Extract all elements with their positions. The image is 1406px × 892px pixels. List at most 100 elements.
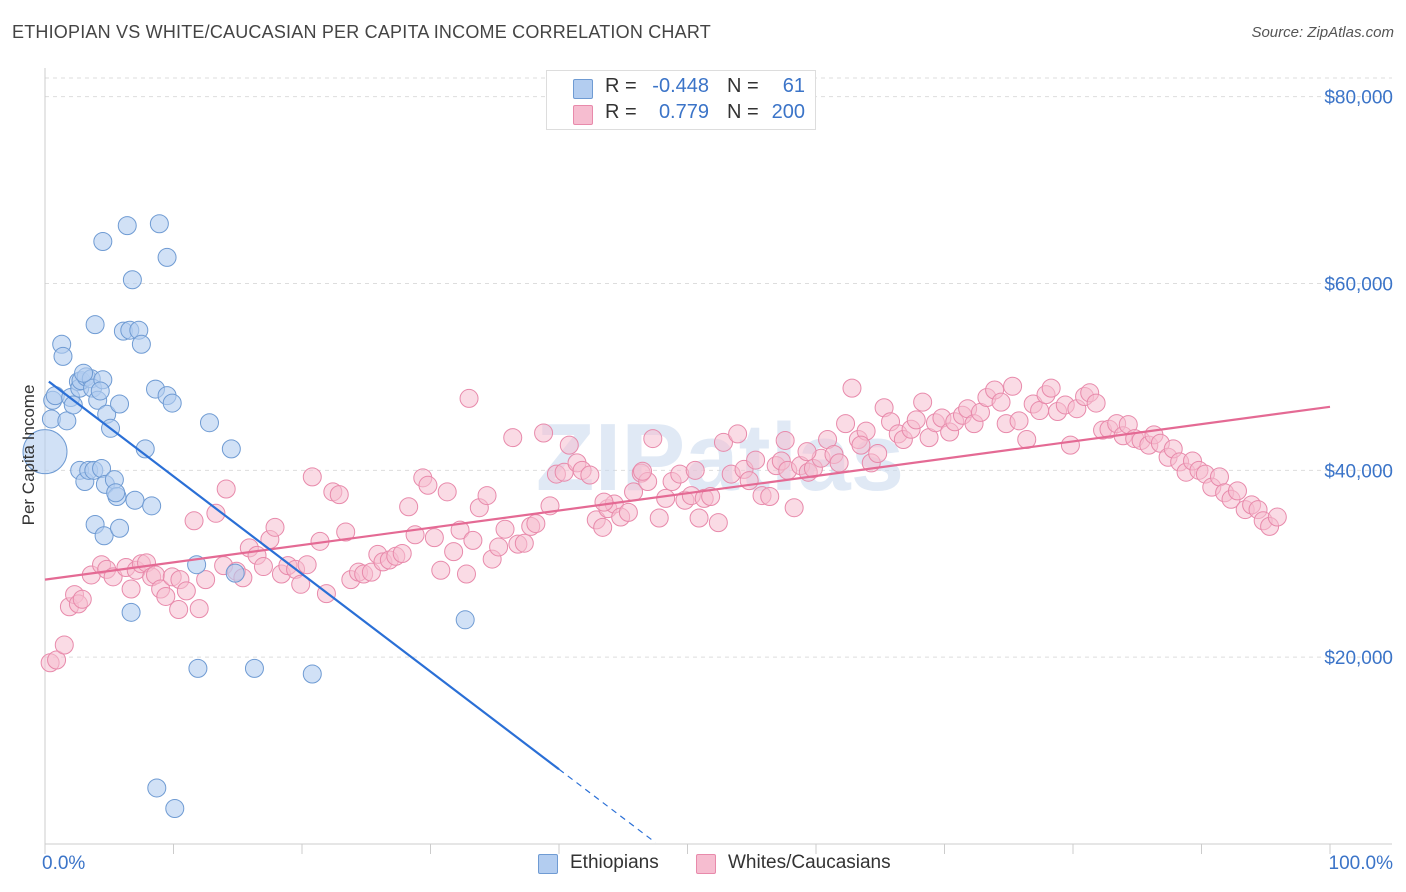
y-tick-label: $60,000 (1324, 275, 1393, 296)
whites-point (760, 486, 780, 506)
ethiopians-point (121, 602, 141, 622)
ethiopians-point (455, 610, 475, 630)
whites-point (437, 482, 457, 502)
whites-point (253, 557, 273, 577)
x-tick-label-min: 0.0% (42, 853, 85, 874)
ethiopians-point (221, 439, 241, 459)
whites-point (580, 465, 600, 485)
ethiopians-point (131, 334, 151, 354)
whites-point (784, 498, 804, 518)
whites-point (775, 430, 795, 450)
whites-points (40, 376, 1287, 673)
whites-point (495, 519, 515, 539)
whites-point (746, 450, 766, 470)
whites-point (1086, 393, 1106, 413)
whites-point (643, 429, 663, 449)
ethiopians-point (93, 231, 113, 251)
whites-point (991, 392, 1011, 412)
r-value: 0.779 (658, 101, 709, 123)
whites-point (708, 513, 728, 533)
ethiopians-point (199, 413, 219, 433)
legend-label: Ethiopians (570, 852, 659, 873)
whites-point (842, 378, 862, 398)
whites-point (297, 555, 317, 575)
ethiopians-point (244, 658, 264, 678)
y-tick-label: $20,000 (1324, 648, 1393, 669)
y-axis-label: Per Capita Income (19, 385, 38, 526)
whites-point (302, 467, 322, 487)
legend-item-ethiopians[interactable]: Ethiopians (538, 852, 688, 876)
ethiopians-point (157, 247, 177, 267)
ethiopians-point (90, 381, 110, 401)
whites-point (72, 589, 92, 609)
whites-point (431, 560, 451, 580)
ethiopians-point (122, 270, 142, 290)
ethiopians-swatch (573, 79, 593, 99)
whites-point (1041, 378, 1061, 398)
whites-point (851, 435, 871, 455)
n-label: N = (727, 101, 759, 123)
ethiopians-point (110, 518, 130, 538)
ethiopians-point (22, 429, 68, 475)
whites-point (713, 432, 733, 452)
whites-point (503, 428, 523, 448)
whites-regression-line (44, 405, 1331, 581)
whites-point (456, 564, 476, 584)
whites-point (829, 453, 849, 473)
ethiopians-point (162, 393, 182, 413)
ethiopians-point (225, 563, 245, 583)
source-label: Source: ZipAtlas.com (1251, 24, 1394, 41)
whites-point (336, 522, 356, 542)
whites-point (906, 410, 926, 430)
whites-point (121, 579, 141, 599)
whites-point (450, 520, 470, 540)
legend-item-whites[interactable]: Whites/Caucasians (696, 852, 916, 876)
whites-point (1267, 507, 1287, 527)
whites-legend-swatch (696, 854, 716, 874)
ethiopians-legend-swatch (538, 854, 558, 874)
whites-point (169, 600, 189, 620)
whites-point (392, 543, 412, 563)
whites-point (701, 486, 721, 506)
whites-point (156, 586, 176, 606)
n-value: 61 (782, 75, 805, 97)
ethiopians-point (63, 395, 83, 415)
whites-point (216, 479, 236, 499)
ethiopians-point (188, 658, 208, 678)
y-tick-label: $80,000 (1324, 88, 1393, 109)
whites-point (184, 511, 204, 531)
whites-point (797, 442, 817, 462)
whites-point (329, 485, 349, 505)
whites-point (1009, 411, 1029, 431)
whites-point (399, 497, 419, 517)
ethiopians-point (94, 526, 114, 546)
whites-point (103, 567, 123, 587)
whites-point (836, 414, 856, 434)
whites-point (189, 599, 209, 619)
whites-point (526, 514, 546, 534)
whites-point (633, 461, 653, 481)
chart-title: ETHIOPIAN VS WHITE/CAUCASIAN PER CAPITA … (12, 22, 711, 42)
whites-point (424, 528, 444, 548)
whites-point (656, 488, 676, 508)
ethiopians-point (165, 799, 185, 819)
whites-point (1060, 435, 1080, 455)
whites-point (265, 517, 285, 537)
whites-point (418, 475, 438, 495)
whites-point (728, 424, 748, 444)
ethiopians-point (147, 778, 167, 798)
whites-point (739, 471, 759, 491)
whites-point (618, 502, 638, 522)
ethiopians-point (106, 483, 126, 503)
n-value: 200 (771, 101, 805, 123)
ethiopians-point (53, 346, 73, 366)
whites-point (1227, 481, 1247, 501)
whites-point (534, 423, 554, 443)
regression-lines (44, 380, 1331, 843)
x-tick-label-max: 100.0% (1329, 853, 1394, 874)
whites-point (1209, 467, 1229, 487)
ethiopians-point (302, 664, 322, 684)
whites-point (1003, 376, 1023, 396)
whites-point (47, 650, 67, 670)
